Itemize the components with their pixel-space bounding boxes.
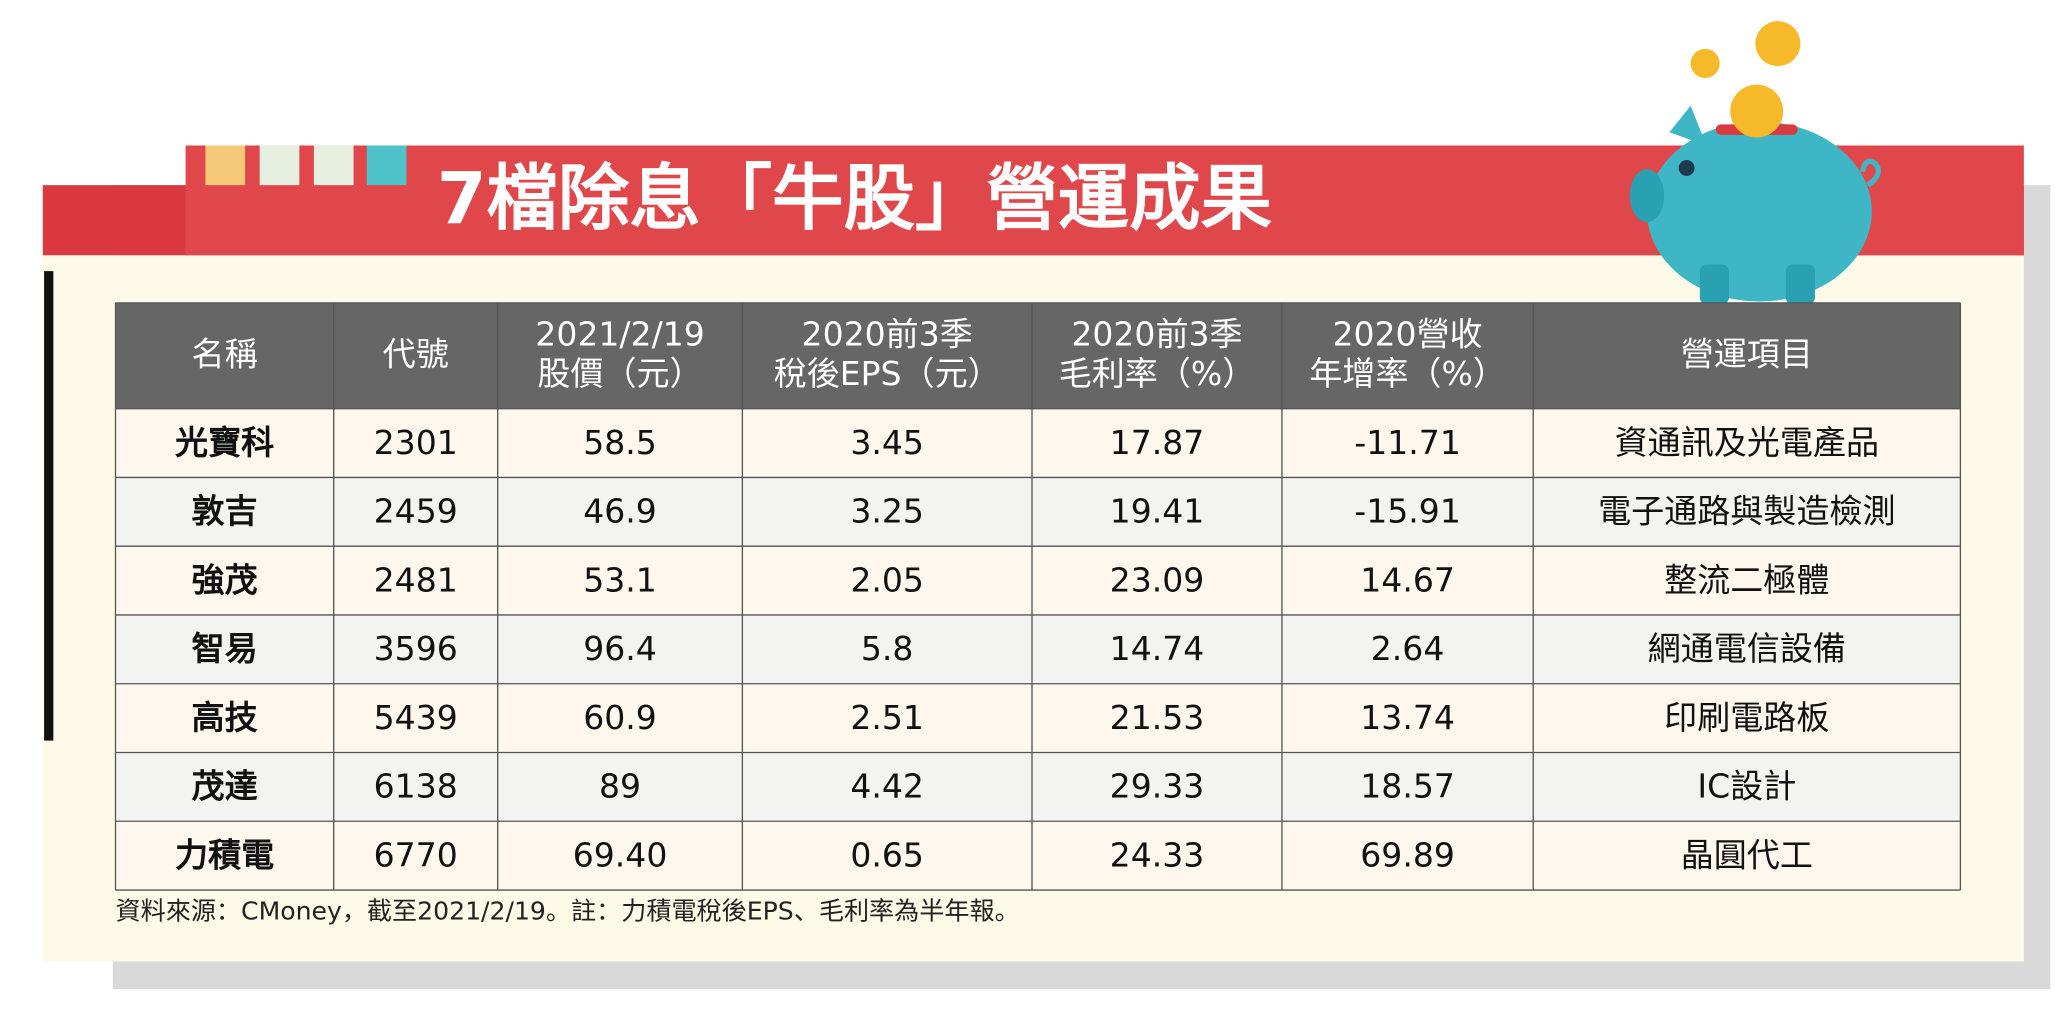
- header-cell: 2020營收: [1332, 314, 1482, 353]
- header-cell: 營運項目: [1681, 334, 1813, 373]
- table-cell: 印刷電路板: [1664, 698, 1829, 737]
- table-row: [115, 477, 1961, 547]
- header-cell: 年增率（%）: [1309, 354, 1506, 393]
- table-cell: 整流二極體: [1664, 560, 1829, 599]
- header-cell: 2021/2/19: [535, 314, 704, 353]
- header-row: [115, 302, 1961, 409]
- header-cell: 2020前3季: [1071, 314, 1242, 353]
- table-row: [115, 752, 1961, 822]
- table-cell: 資通訊及光電產品: [1615, 423, 1879, 462]
- table-cell: 18.57: [1360, 767, 1455, 806]
- table-cell: 3596: [374, 629, 458, 668]
- table-cell: 2481: [374, 560, 458, 599]
- table-cell: 46.9: [583, 492, 657, 531]
- table-cell: 2459: [374, 492, 458, 531]
- table-cell: 2.51: [850, 698, 924, 737]
- side-bar: [44, 271, 54, 741]
- table-cell: 69.40: [573, 835, 668, 874]
- table-cell: 19.41: [1110, 492, 1205, 531]
- table-cell: 23.09: [1110, 560, 1205, 599]
- piggy-bank: [1629, 21, 1881, 305]
- table-cell: 3.45: [850, 423, 924, 462]
- table-row: [115, 821, 1961, 891]
- footnote: 資料來源：CMoney，截至2021/2/19。註：力積電稅後EPS、毛利率為半…: [116, 897, 1020, 926]
- table-row: [115, 546, 1961, 615]
- header-cell: 2020前3季: [802, 314, 973, 353]
- deco-square: [259, 145, 300, 186]
- table-cell: 力積電: [175, 835, 274, 874]
- table-cell: 6138: [374, 767, 458, 806]
- table-cell: 5439: [374, 698, 458, 737]
- header-cell: 稅後EPS（元）: [774, 354, 1001, 393]
- table-cell: 21.53: [1110, 698, 1205, 737]
- table-cell: 網通電信設備: [1648, 629, 1846, 668]
- table-cell: 0.65: [850, 835, 924, 874]
- table-cell: 13.74: [1360, 698, 1455, 737]
- table-cell: 電子通路與製造檢測: [1598, 492, 1895, 531]
- table-cell: 58.5: [583, 423, 657, 462]
- table-cell: 敦吉: [192, 492, 258, 531]
- table-cell: 5.8: [861, 629, 914, 668]
- table-cell: 2.64: [1371, 629, 1445, 668]
- table-cell: 14.74: [1110, 629, 1205, 668]
- table-cell: 29.33: [1110, 767, 1205, 806]
- table-cell: 光寶科: [175, 423, 274, 462]
- header-cell: 毛利率（%）: [1059, 354, 1256, 393]
- title: 7檔除息「牛股」營運成果: [437, 157, 1272, 240]
- table-cell: 茂達: [192, 767, 258, 806]
- table-cell: 強茂: [192, 560, 258, 599]
- table-row: [115, 683, 1961, 753]
- table-cell: 2301: [374, 423, 458, 462]
- table-cell: 24.33: [1110, 835, 1205, 874]
- table-cell: 17.87: [1110, 423, 1205, 462]
- header-cell: 名稱: [192, 334, 258, 373]
- header-cell: 股價（元）: [537, 354, 702, 393]
- table-cell: 6770: [374, 835, 458, 874]
- table-cell: 60.9: [583, 698, 657, 737]
- deco-square: [205, 145, 246, 186]
- table-cell: -11.71: [1354, 423, 1461, 462]
- table-row: [115, 614, 1961, 684]
- deco-square: [366, 145, 407, 186]
- header-cell: 代號: [383, 334, 449, 373]
- table: 名稱 代號2021/2/19股價（元）2020前3季稅後EPS（元）2020前3季…: [114, 302, 1962, 891]
- table-cell: 53.1: [583, 560, 657, 599]
- table-cell: 96.4: [583, 629, 657, 668]
- deco-square: [313, 145, 354, 186]
- table-cell: 2.05: [850, 560, 924, 599]
- table-cell: 高技: [192, 698, 258, 737]
- table-cell: 89: [599, 767, 641, 806]
- table-cell: 3.25: [850, 492, 924, 531]
- table-cell: IC設計: [1697, 767, 1796, 806]
- table-cell: 69.89: [1360, 835, 1455, 874]
- table-row: [115, 408, 1961, 478]
- table-cell: 智易: [192, 629, 258, 668]
- table-cell: 14.67: [1360, 560, 1455, 599]
- table-cell: 4.42: [850, 767, 924, 806]
- table-cell: -15.91: [1354, 492, 1461, 531]
- table-cell: 晶圓代工: [1681, 835, 1813, 874]
